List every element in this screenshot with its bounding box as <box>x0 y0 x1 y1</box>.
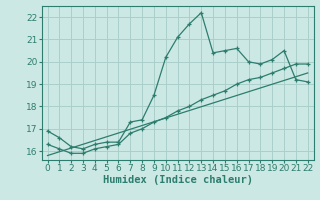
X-axis label: Humidex (Indice chaleur): Humidex (Indice chaleur) <box>103 175 252 185</box>
